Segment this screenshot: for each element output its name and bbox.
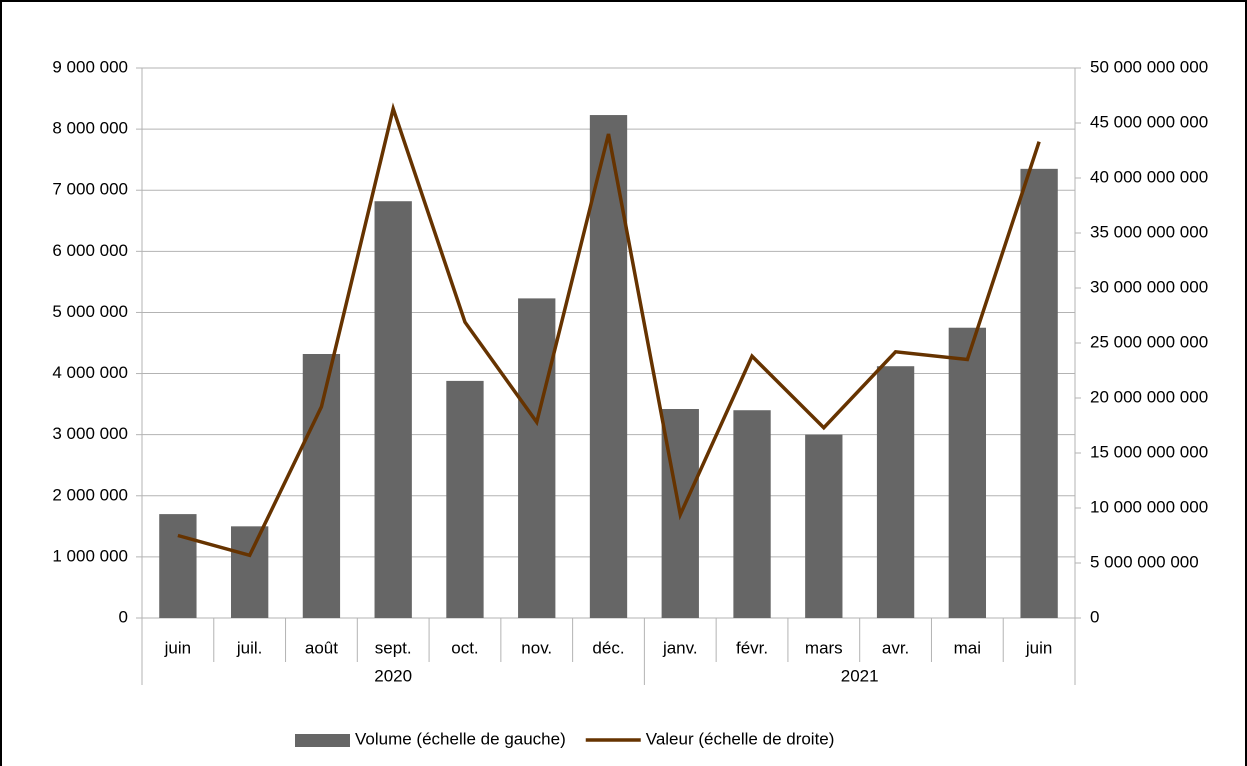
y-tick-label: 5 000 000 [52, 302, 128, 321]
x-tick-label: juil. [236, 638, 263, 657]
y-tick-label: 6 000 000 [52, 241, 128, 260]
x-tick-label: juin [164, 638, 191, 657]
legend-swatch [295, 734, 350, 747]
x-tick-label: mai [954, 638, 981, 657]
x-tick-label: avr. [882, 638, 909, 657]
bar [518, 298, 556, 618]
y2-tick-label: 5 000 000 000 [1090, 552, 1199, 571]
bar [230, 526, 269, 618]
x-tick-label: févr. [736, 638, 768, 657]
x-tick-label: août [305, 638, 338, 657]
bar [159, 514, 197, 618]
bar [446, 380, 484, 618]
y2-tick-label: 45 000 000 000 [1090, 112, 1208, 131]
bar [733, 410, 771, 618]
y-tick-label: 1 000 000 [52, 546, 128, 565]
x-group-label: 2020 [374, 666, 412, 685]
x-tick-label: nov. [521, 638, 552, 657]
bar [302, 354, 341, 618]
y2-tick-label: 30 000 000 000 [1090, 277, 1208, 296]
bar [1020, 168, 1058, 619]
bar [374, 201, 412, 618]
x-tick-label: sept. [375, 638, 412, 657]
y-tick-label: 3 000 000 [52, 424, 128, 443]
bar [805, 434, 843, 618]
y2-tick-label: 20 000 000 000 [1090, 387, 1208, 406]
y-tick-label: 0 [119, 607, 128, 626]
y-tick-label: 7 000 000 [52, 180, 128, 199]
y2-tick-label: 40 000 000 000 [1090, 167, 1208, 186]
x-tick-label: janv. [662, 638, 698, 657]
y2-tick-label: 15 000 000 000 [1090, 442, 1208, 461]
x-group-label: 2021 [841, 666, 879, 685]
y-tick-label: 8 000 000 [52, 119, 128, 138]
y-tick-label: 2 000 000 [52, 485, 128, 504]
y-tick-label: 9 000 000 [52, 57, 128, 76]
y2-tick-label: 50 000 000 000 [1090, 57, 1208, 76]
y-tick-label: 4 000 000 [52, 363, 128, 382]
x-tick-label: mars [805, 638, 843, 657]
bar [948, 327, 987, 618]
line [177, 102, 1041, 558]
legend-label: Valeur (échelle de droite) [646, 729, 835, 748]
x-tick-label: oct. [451, 638, 478, 657]
bar [876, 366, 915, 618]
y2-tick-label: 10 000 000 000 [1090, 497, 1208, 516]
y2-tick-label: 25 000 000 000 [1090, 332, 1208, 351]
x-tick-label: déc. [592, 638, 624, 657]
legend-label: Volume (échelle de gauche) [355, 729, 566, 748]
x-tick-label: juin [1025, 638, 1052, 657]
y2-tick-label: 35 000 000 000 [1090, 222, 1208, 241]
y2-tick-label: 0 [1090, 607, 1099, 626]
